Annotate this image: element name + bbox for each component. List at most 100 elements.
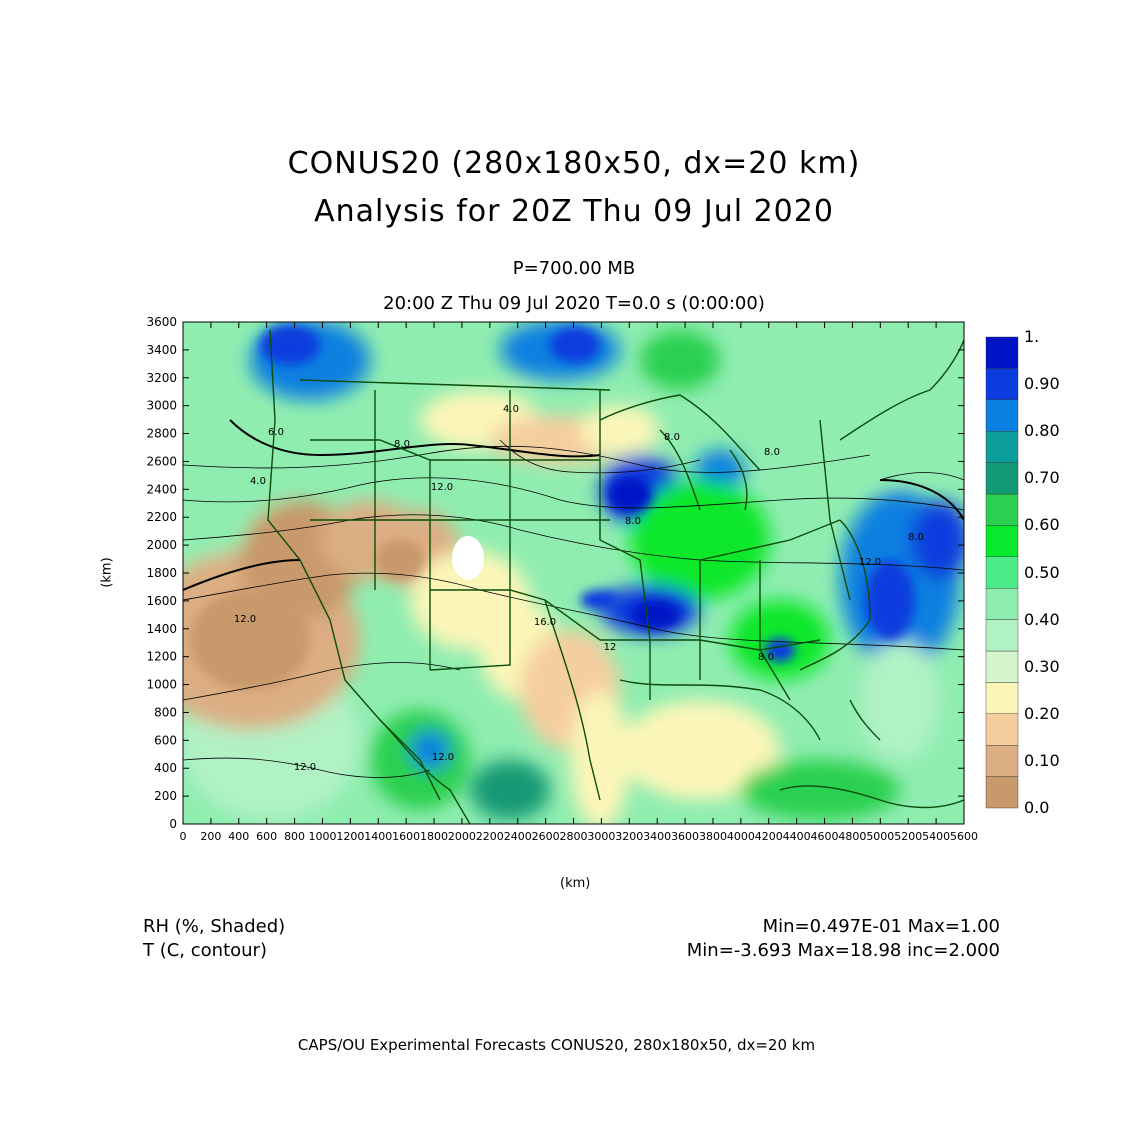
y-tick-label: 2600 (146, 454, 177, 468)
colorbar-swatch (985, 368, 1019, 400)
contour-label: 8.0 (908, 532, 924, 543)
colorbar-label: 0.10 (1024, 750, 1060, 770)
x-axis-label: (km) (560, 876, 591, 891)
temperature-contours (183, 439, 964, 778)
shaded-range: Min=0.497E-01 Max=1.00 (762, 916, 1000, 937)
y-tick-label: 1800 (146, 566, 177, 580)
contour-label: 12.0 (432, 752, 454, 763)
shaded-variable: RH (%, Shaded) (143, 916, 286, 937)
y-tick-label: 2000 (146, 538, 177, 552)
colorbar-label: 0.40 (1024, 609, 1060, 629)
x-tick-label: 3000 (587, 830, 615, 843)
colorbar-label: 0.30 (1024, 656, 1060, 676)
y-axis-ticks: 0 200 400 600 800 1000 1200 1400 1600 1800 2000 220… (146, 315, 964, 831)
contour-label: 12 (604, 642, 617, 653)
contour-label: 8.0 (625, 516, 641, 527)
x-tick-label: 3800 (699, 830, 727, 843)
colorbar-swatch (985, 713, 1019, 746)
colorbar-swatch (985, 650, 1019, 683)
x-tick-label: 1000 (308, 830, 336, 843)
contour-label: 8.0 (758, 652, 774, 663)
title-line-1: CONUS20 (280x180x50, dx=20 km) (287, 146, 861, 181)
y-tick-label: 2400 (146, 482, 177, 496)
y-tick-label: 1200 (146, 650, 177, 664)
colorbar-label: 1. (1024, 327, 1040, 346)
colorbar-swatch (985, 556, 1019, 589)
x-tick-label: 5600 (950, 830, 978, 843)
colorbar-label: 0.90 (1024, 374, 1060, 394)
contour-label: 8.0 (664, 432, 680, 443)
pressure-level: P=700.00 MB (512, 258, 636, 279)
contour-label: 8.0 (394, 439, 410, 450)
x-tick-label: 3200 (615, 830, 643, 843)
x-tick-label: 0 (180, 830, 187, 843)
colorbar-swatch (985, 525, 1019, 558)
y-tick-label: 2800 (146, 427, 177, 441)
x-tick-label: 2000 (448, 830, 476, 843)
y-tick-label: 1600 (146, 594, 177, 608)
contour-label: 12.0 (294, 762, 316, 773)
contour-label: 8.0 (764, 447, 780, 458)
colorbar-label: 0.80 (1024, 421, 1060, 441)
colorbar-swatch (985, 431, 1019, 463)
contour-label: 12.0 (431, 482, 453, 493)
x-tick-label: 4000 (727, 830, 755, 843)
y-tick-label: 3000 (146, 399, 177, 413)
x-tick-label: 2200 (476, 830, 504, 843)
contour-label: 16.0 (534, 617, 556, 628)
contour-label: 6.0 (268, 427, 284, 438)
contour-variable: T (C, contour) (143, 940, 267, 961)
contour-label: 4.0 (503, 404, 519, 415)
y-tick-label: 200 (154, 789, 177, 803)
y-tick-label: 0 (169, 817, 177, 831)
contour-label: 4.0 (250, 476, 266, 487)
colorbar-label: 0.20 (1024, 703, 1060, 723)
colorbar-swatch (985, 399, 1019, 432)
x-tick-label: 2400 (504, 830, 532, 843)
colorbar-label: 0.60 (1024, 515, 1060, 535)
x-tick-label: 1200 (336, 830, 364, 843)
y-tick-label: 3400 (146, 343, 177, 357)
colorbar-label: 0.50 (1024, 562, 1060, 582)
y-tick-label: 1000 (146, 678, 177, 692)
x-tick-label: 2800 (560, 830, 588, 843)
x-tick-label: 3400 (643, 830, 671, 843)
y-tick-label: 2200 (146, 510, 177, 524)
y-tick-label: 800 (154, 705, 177, 719)
x-tick-label: 1600 (392, 830, 420, 843)
colorbar-label: 0.0 (1024, 798, 1050, 817)
footer-credit: CAPS/OU Experimental Forecasts CONUS20, … (297, 1036, 816, 1054)
x-tick-label: 800 (284, 830, 305, 843)
colorbar-swatch (985, 588, 1019, 620)
title-line-2: Analysis for 20Z Thu 09 Jul 2020 (314, 194, 834, 229)
colorbar-swatch (985, 682, 1019, 715)
y-tick-label: 3200 (146, 371, 177, 385)
colorbar-swatch (985, 619, 1019, 652)
state-boundaries (267, 329, 964, 824)
y-axis-label: (km) (99, 557, 115, 588)
x-tick-label: 600 (256, 830, 277, 843)
y-tick-label: 400 (154, 761, 177, 775)
contour-labels: 4.0 6.0 8.0 4.0 8.0 12.0 12.0 12.0 8.0 12 8.0 8.0 8.… (234, 404, 924, 773)
colorbar-swatch (985, 462, 1019, 495)
x-tick-label: 1800 (420, 830, 448, 843)
x-tick-label: 3600 (671, 830, 699, 843)
colorbar-swatch (985, 493, 1019, 526)
x-tick-label: 4800 (838, 830, 866, 843)
contour-label: 12.0 (234, 614, 256, 625)
colorbar-swatch (985, 745, 1019, 777)
y-tick-label: 600 (154, 733, 177, 747)
x-tick-label: 4600 (811, 830, 839, 843)
x-tick-label: 1400 (364, 830, 392, 843)
x-tick-label: 400 (228, 830, 249, 843)
colorbar-swatch (985, 336, 1019, 369)
x-tick-label: 4200 (755, 830, 783, 843)
x-tick-label: 2600 (532, 830, 560, 843)
colorbar-label: 0.70 (1024, 468, 1060, 488)
rh-shading (183, 322, 964, 824)
x-tick-label: 200 (200, 830, 221, 843)
x-tick-label: 4400 (783, 830, 811, 843)
temperature-contours-bold (183, 419, 964, 591)
colorbar-swatch (985, 776, 1019, 809)
